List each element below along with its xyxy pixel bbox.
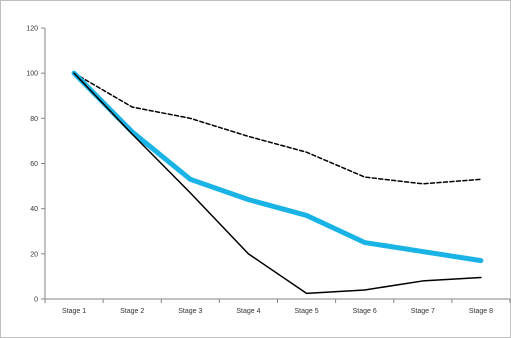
x-tick-label: Stage 1 bbox=[62, 308, 86, 315]
y-tick-label: 120 bbox=[26, 26, 38, 33]
x-tick-label: Stage 2 bbox=[120, 308, 144, 315]
y-tick-label: 0 bbox=[34, 297, 38, 304]
x-tick-label: Stage 8 bbox=[469, 308, 493, 315]
x-tick-label: Stage 5 bbox=[294, 308, 318, 315]
series-layer bbox=[71, 70, 484, 295]
series-line-1 bbox=[73, 72, 482, 185]
y-tick-label: 100 bbox=[26, 71, 38, 78]
x-tick-label: Stage 7 bbox=[411, 308, 435, 315]
x-tick-label: Stage 3 bbox=[178, 308, 202, 315]
y-tick-label: 80 bbox=[30, 116, 38, 123]
y-tick-label: 40 bbox=[30, 206, 38, 213]
series-line-2 bbox=[71, 70, 484, 264]
x-tick-label: Stage 4 bbox=[236, 308, 260, 315]
x-tick-label: Stage 6 bbox=[353, 308, 377, 315]
y-tick-label: 20 bbox=[30, 251, 38, 258]
y-tick-label: 60 bbox=[30, 161, 38, 168]
y-axis: 0 20 40 60 80 100 120 bbox=[26, 26, 46, 304]
x-axis: Stage 1 Stage 2 Stage 3 Stage 4 Stage 5 Stage… bbox=[44, 298, 511, 315]
series-line-3 bbox=[73, 72, 482, 295]
